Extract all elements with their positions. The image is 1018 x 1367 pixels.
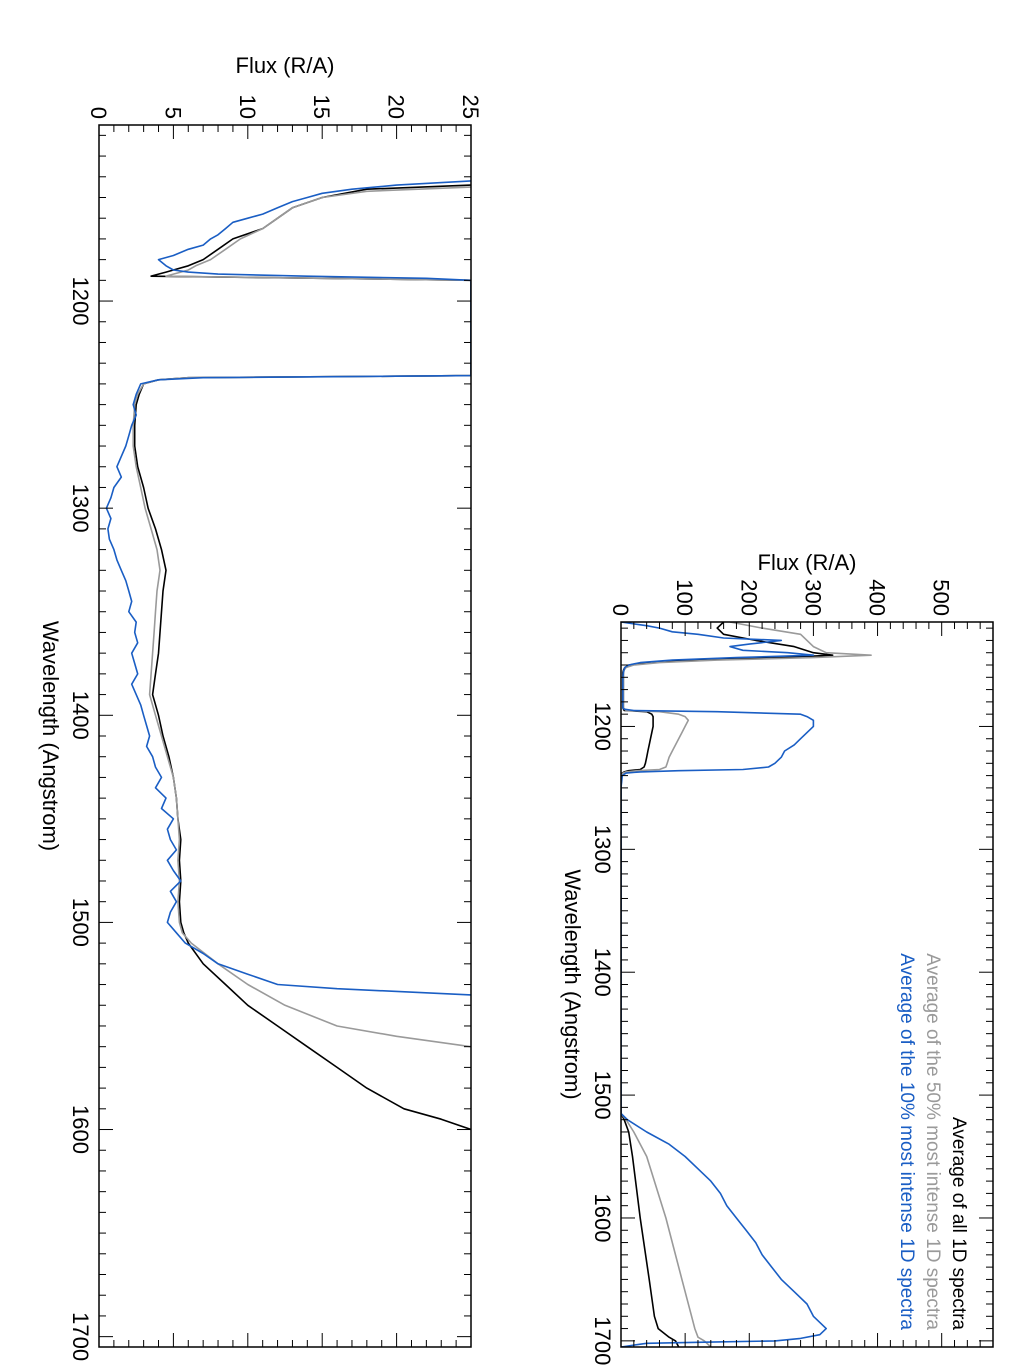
bot-y-tick-label: 20 <box>384 95 409 119</box>
bot-y-tick-label: 0 <box>86 107 111 119</box>
panel-bottom: 1200 1300 1400 1500 1600 1700 0 5 10 15 20 25 Wave… <box>38 53 483 1361</box>
top-x-tick-label: 1500 <box>590 1071 615 1120</box>
legend-entry-50pct: Average of the 50% most intense 1D spect… <box>922 953 943 1330</box>
top-y-tick-label: 200 <box>736 579 761 616</box>
top-y-tick-label: 400 <box>865 579 890 616</box>
bot-x-tick-label: 1200 <box>68 277 93 326</box>
top-y-tick-label: 0 <box>608 604 633 616</box>
top-series-line-0 <box>621 622 834 1347</box>
top-x-tick-label: 1600 <box>590 1193 615 1242</box>
bot-y-tick-label: 15 <box>309 95 334 119</box>
bot-x-tick-label: 1700 <box>68 1312 93 1361</box>
bot-x-tick-label: 1300 <box>68 484 93 533</box>
bot-x-tick-label: 1500 <box>68 898 93 947</box>
legend-entry-all: Average of all 1D spectra <box>948 1117 969 1330</box>
top-y-tick-label: 300 <box>800 579 825 616</box>
bottom-plot-area <box>105 180 471 1131</box>
bottom-plot-frame <box>98 124 472 1348</box>
bottom-y-axis-label: Flux (R/A) <box>236 53 335 78</box>
bot-y-tick-label: 5 <box>160 107 185 119</box>
bottom-x-axis-label: Wavelength (Angstrom) <box>38 621 63 851</box>
bottom-y-axis: 0 5 10 15 20 25 <box>86 95 483 1347</box>
bot-y-tick-label: 25 <box>458 95 483 119</box>
bot-series-line-0 <box>133 184 471 1131</box>
bot-series-line-1 <box>132 186 471 1048</box>
top-x-tick-label: 1700 <box>590 1316 615 1365</box>
bot-x-tick-label: 1600 <box>68 1105 93 1154</box>
top-plot-area <box>621 622 872 1347</box>
bottom-x-axis: 1200 1300 1400 1500 1600 1700 <box>68 134 471 1361</box>
top-series-line-1 <box>621 622 872 1347</box>
top-y-axis-label: Flux (R/A) <box>758 550 857 575</box>
bot-x-tick-label: 1400 <box>68 691 93 740</box>
legend: Average of all 1D spectra Average of the… <box>896 953 969 1330</box>
top-x-tick-label: 1400 <box>590 948 615 997</box>
top-x-axis: 1200 1300 1400 1500 1600 1700 <box>590 627 993 1365</box>
top-series-line-2 <box>621 622 827 1347</box>
legend-entry-10pct: Average of the 10% most intense 1D spect… <box>896 953 917 1330</box>
top-y-tick-label: 100 <box>672 579 697 616</box>
panel-top: 1200 1300 1400 1500 1600 1700 0 100 200 300 400 50… <box>560 550 994 1365</box>
bot-y-tick-label: 10 <box>235 95 260 119</box>
top-y-tick-label: 500 <box>929 579 954 616</box>
top-plot-frame <box>620 621 994 1348</box>
top-x-tick-label: 1200 <box>590 702 615 751</box>
bot-series-line-2 <box>105 180 471 996</box>
top-x-axis-label: Wavelength (Angstrom) <box>560 869 585 1099</box>
top-x-tick-label: 1300 <box>590 825 615 874</box>
